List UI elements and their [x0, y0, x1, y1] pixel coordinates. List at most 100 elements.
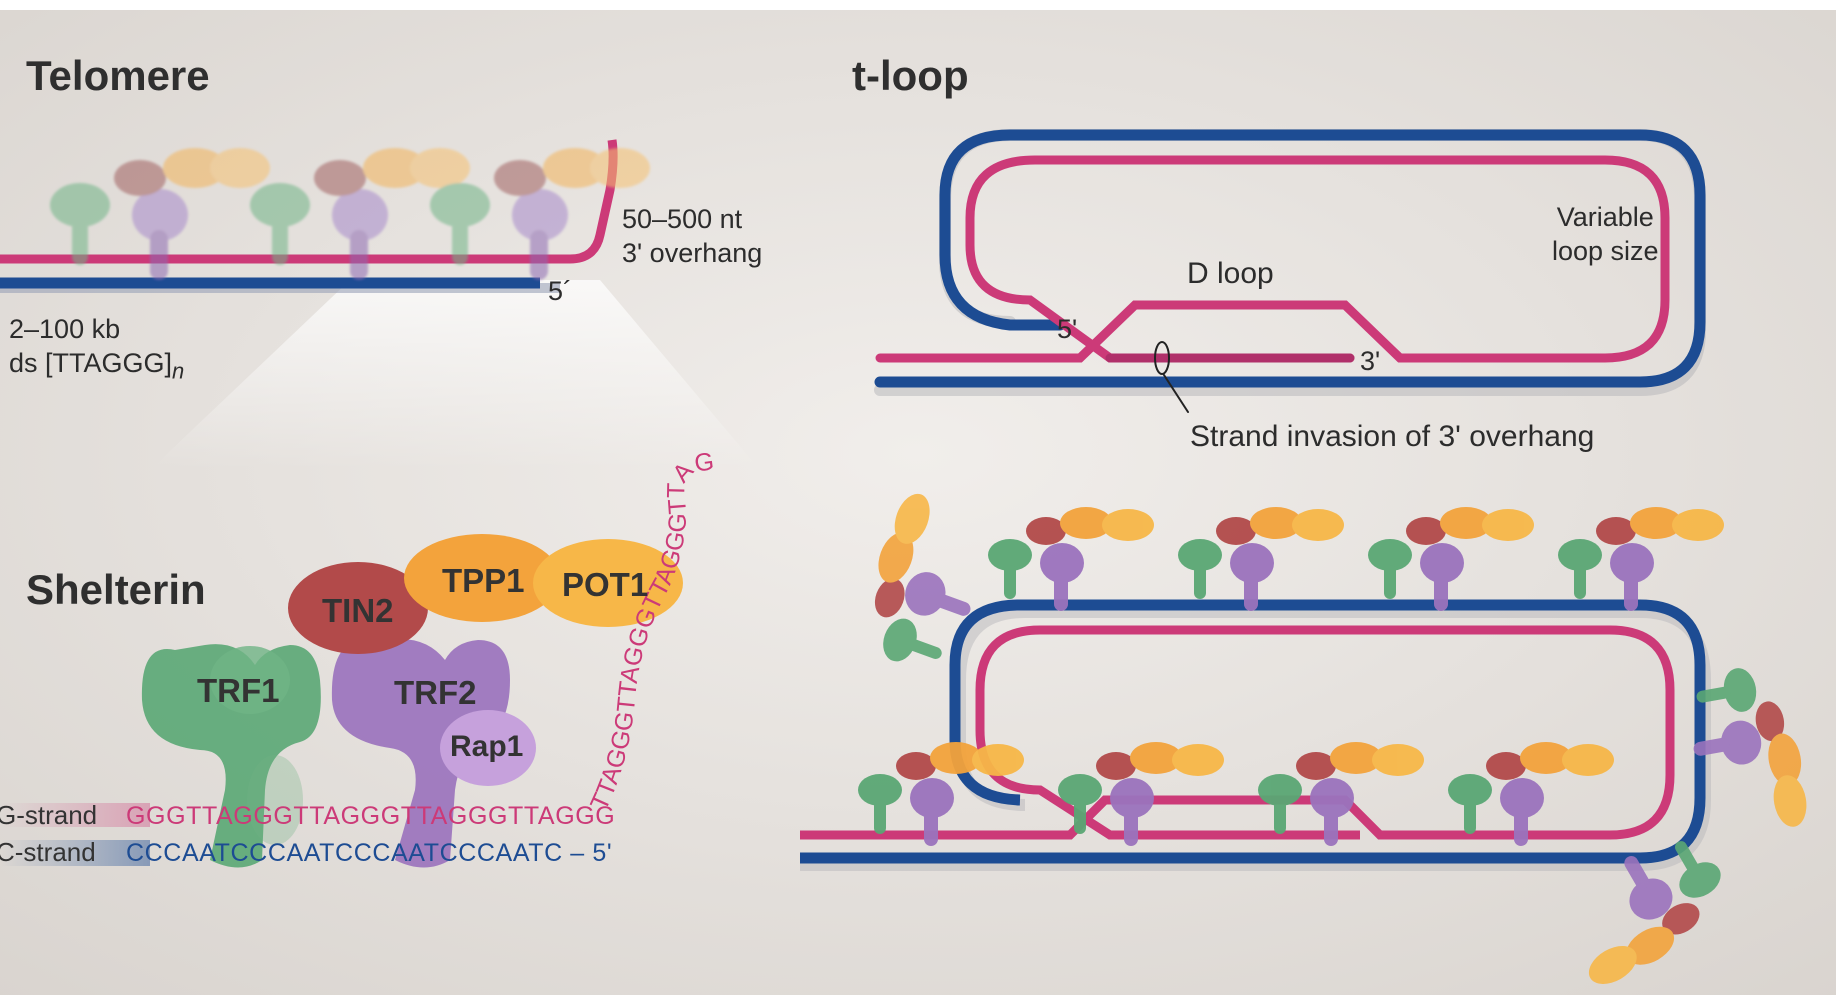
complex-part: [1130, 742, 1182, 774]
complex-part: [883, 618, 917, 662]
tloop-title: t-loop: [852, 52, 969, 99]
complex-part: [1773, 775, 1807, 827]
shelterin-complex-mini: [988, 507, 1154, 611]
telomere-title: Telomere: [26, 52, 210, 99]
complex-part: [1558, 539, 1602, 571]
complex-part: [1440, 507, 1492, 539]
complex-part: [1420, 543, 1464, 583]
g-strand-label: G-strand: [0, 800, 98, 830]
telomere-five-prime: 5´: [548, 276, 573, 306]
variable-line1: Variable: [1556, 202, 1654, 232]
complex-part: [1310, 778, 1354, 818]
overhang-length-label: 50–500 nt 3' overhang: [622, 202, 762, 270]
repeat-subscript: n: [172, 358, 185, 384]
rap1-label: Rap1: [450, 730, 524, 763]
complex-part: [1102, 509, 1154, 541]
variable-loop-label: Variable loop size: [1552, 200, 1659, 268]
complex-part: [1040, 543, 1084, 583]
complex-part: [1675, 841, 1698, 873]
complex-part: [1054, 575, 1068, 611]
telomere-length-line1: 2–100 kb: [9, 314, 121, 344]
complex-part: [1624, 856, 1650, 890]
complex-part: [1250, 507, 1302, 539]
complex-part: [972, 744, 1024, 776]
tpp1-label: TPP1: [442, 562, 525, 599]
complex-part: [1372, 744, 1424, 776]
shelterin-dna: [0, 803, 150, 866]
complex-part: [1178, 539, 1222, 571]
complex-part: [1074, 800, 1086, 834]
complex-part: [1026, 517, 1066, 545]
complex-part: [874, 800, 886, 834]
complex-part: [1672, 509, 1724, 541]
pot1-label: POT1: [562, 566, 649, 603]
repeat-notation: ds [TTAGGG]: [9, 348, 173, 378]
shelterin-complex-mini: [1693, 668, 1807, 827]
complex-part: [1662, 903, 1700, 935]
complex-part: [1520, 742, 1572, 774]
complex-part: [1562, 744, 1614, 776]
complex-part: [1630, 507, 1682, 539]
zoom-fan: [150, 280, 760, 470]
complex-part: [935, 594, 971, 616]
shelterin-complex-mini: [1368, 507, 1534, 611]
shelterin-complex-mini: [1258, 742, 1424, 846]
complex-part: [1296, 752, 1336, 780]
complex-part: [910, 778, 954, 818]
complex-part: [1330, 742, 1382, 774]
complex-part: [1448, 774, 1492, 806]
shelterin-complex-mini: [1058, 742, 1224, 846]
tloop-five-prime: 5': [1057, 314, 1078, 344]
complex-part: [1723, 668, 1757, 712]
trf2-protein: [331, 639, 510, 868]
complex-part: [1216, 517, 1256, 545]
shelterin-complex-mini: [1558, 507, 1724, 611]
complex-part: [930, 742, 982, 774]
complex-part: [894, 493, 930, 544]
complex-part: [1194, 565, 1206, 599]
complex-part: [1292, 509, 1344, 541]
complex-part: [1482, 509, 1534, 541]
complex-part: [1574, 565, 1586, 599]
complex-part: [1172, 744, 1224, 776]
complex-part: [1464, 800, 1476, 834]
complex-part: [1110, 778, 1154, 818]
tpp1-protein: [404, 534, 560, 622]
complex-part: [1244, 575, 1258, 611]
complex-part: [1058, 774, 1102, 806]
complex-part: [1768, 733, 1802, 786]
complex-part: [1514, 810, 1528, 846]
complex-part: [909, 639, 942, 659]
complex-part: [1406, 517, 1446, 545]
complex-part: [1124, 810, 1138, 846]
c-strand-label: C-strand: [0, 837, 96, 867]
complex-part: [1434, 575, 1448, 611]
complex-part: [1384, 565, 1396, 599]
trf2-label: TRF2: [394, 674, 477, 711]
shelterin-complex-mini: [1448, 742, 1614, 846]
complex-part: [988, 539, 1032, 571]
complex-part: [1274, 800, 1286, 834]
telomere-length-line2: ds [TTAGGG]n: [9, 346, 184, 388]
overhang-length-line1: 50–500 nt: [622, 204, 743, 234]
pot1-protein: [533, 539, 683, 627]
complex-part: [1629, 878, 1673, 920]
strand-invasion-label: Strand invasion of 3' overhang: [1190, 420, 1595, 453]
shelterin-title: Shelterin: [26, 566, 206, 613]
telomere-length-label: 2–100 kb ds [TTAGGG]n: [9, 312, 184, 388]
complex-part: [874, 578, 905, 618]
complex-part: [1626, 926, 1675, 965]
variable-line2: loop size: [1552, 236, 1659, 266]
complex-part: [1596, 517, 1636, 545]
complex-part: [1610, 543, 1654, 583]
overhang-length-line2: 3' overhang: [622, 238, 763, 268]
shelterin-complex: [141, 534, 683, 868]
complex-part: [878, 532, 914, 583]
complex-part: [1096, 752, 1136, 780]
telomere-shelterin-complexes: [50, 148, 650, 280]
complex-part: [1696, 686, 1731, 703]
dloop-label: D loop: [1187, 257, 1274, 290]
complex-part: [1060, 507, 1112, 539]
